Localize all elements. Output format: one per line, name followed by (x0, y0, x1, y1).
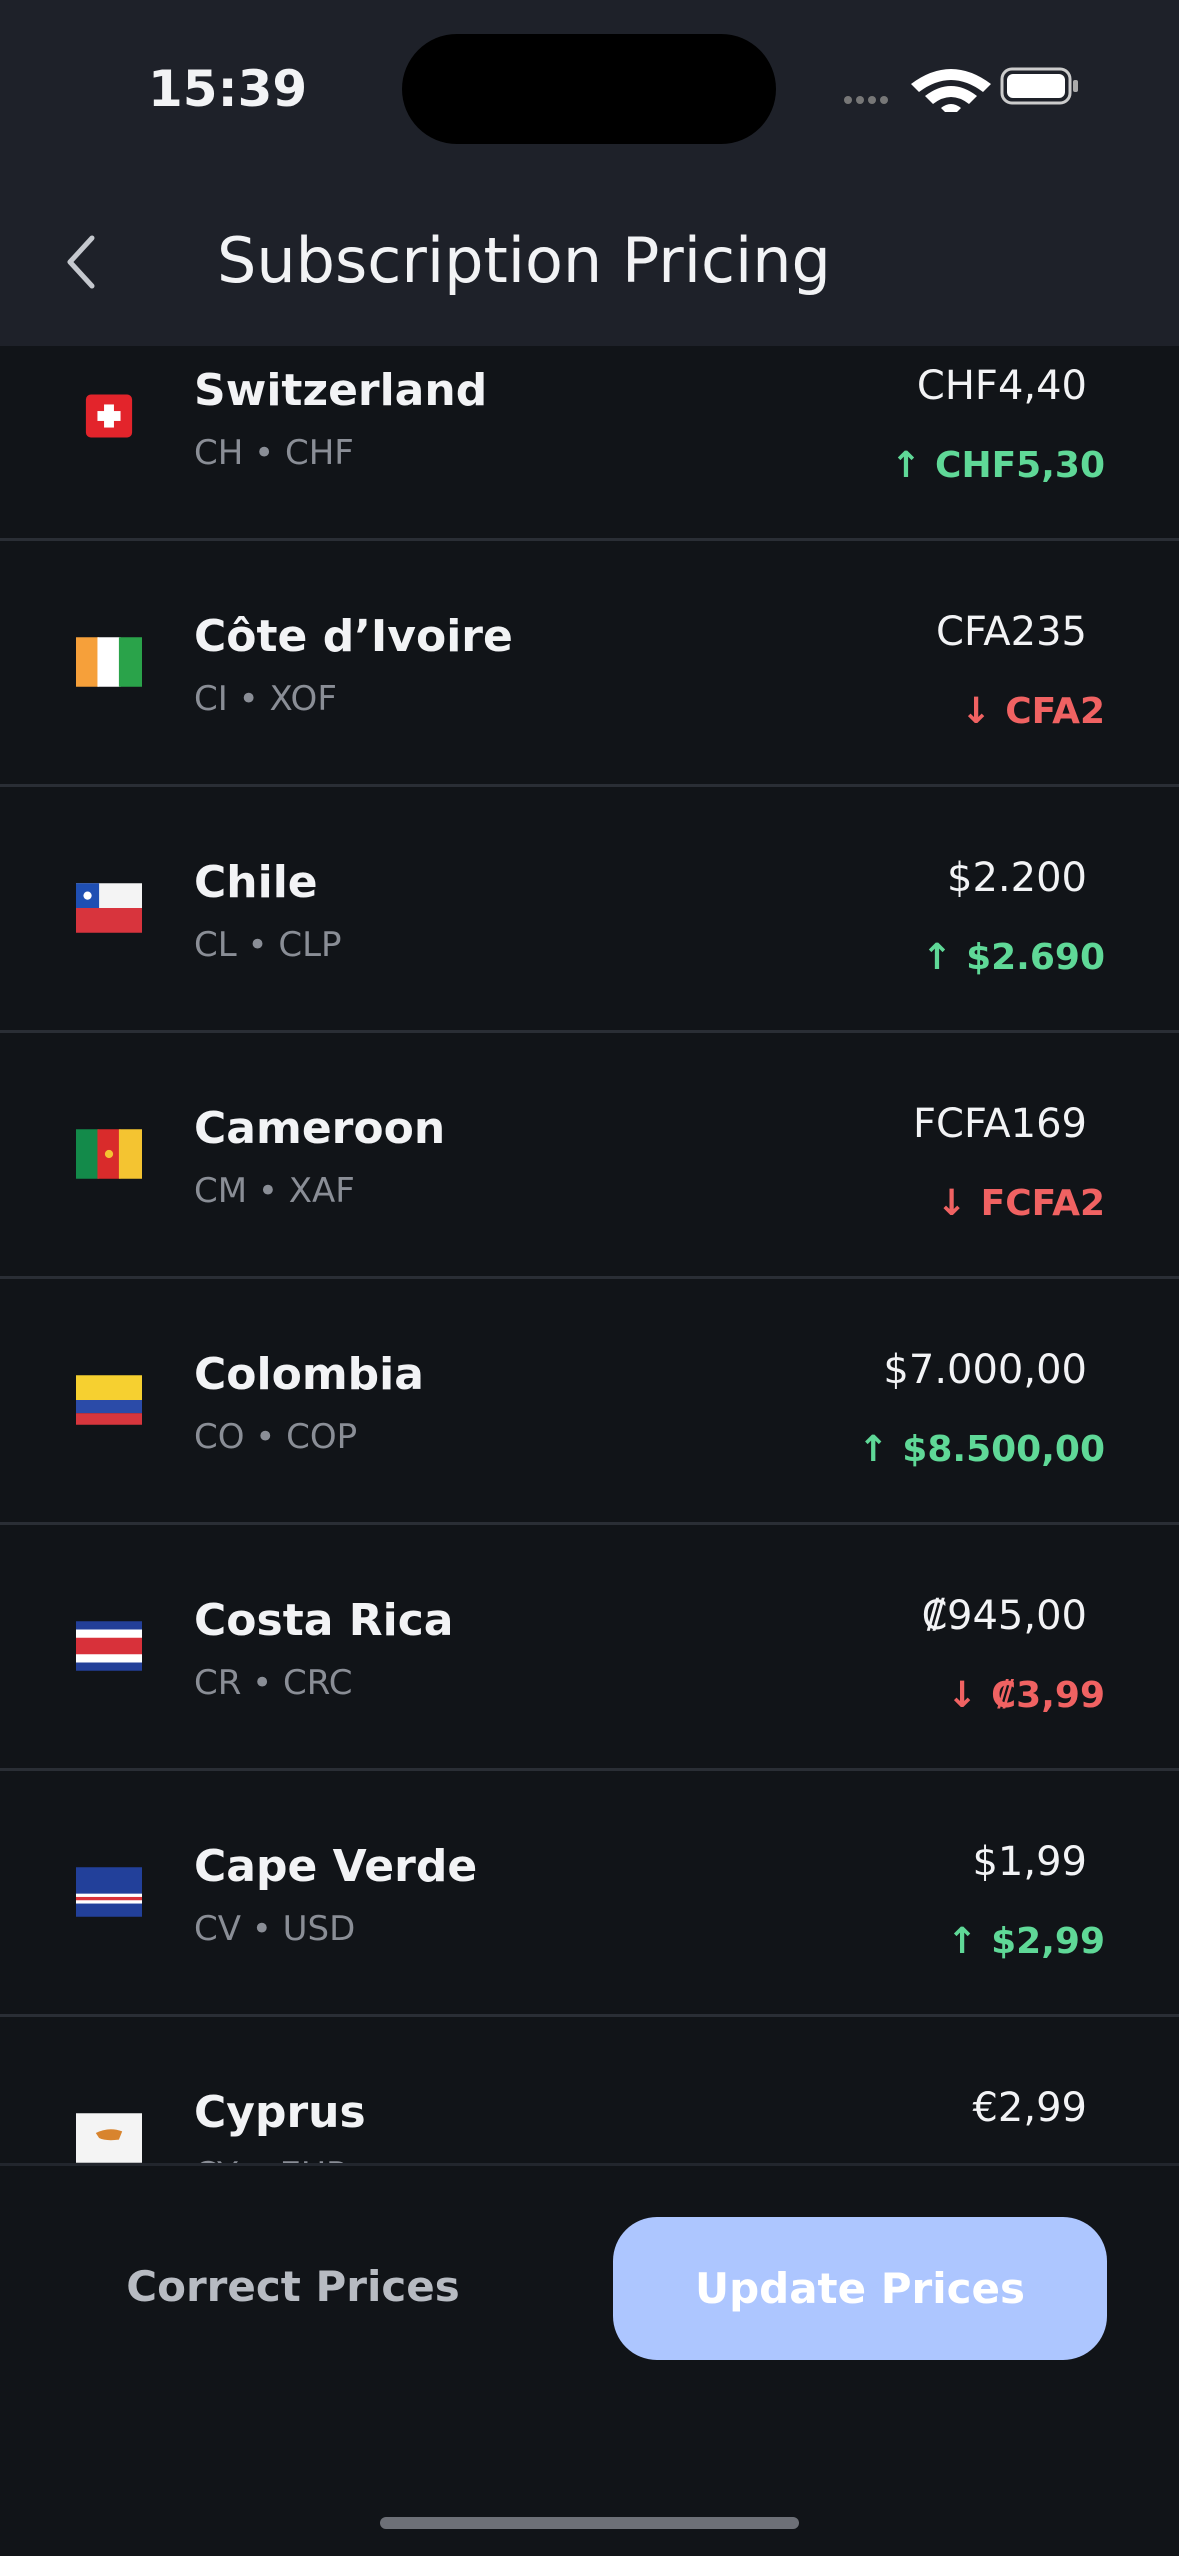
flag (85, 394, 133, 438)
country-code: CO • COP (194, 1417, 358, 1457)
status-time: 15:39 (148, 60, 308, 118)
country-code: CL • CLP (194, 925, 342, 965)
country-name: Colombia (194, 1349, 424, 1400)
trend-arrow: ↑ (921, 937, 953, 978)
trend-arrow: ↓ (936, 1183, 967, 1224)
page-title: Subscription Pricing (217, 224, 831, 297)
price-change: ↓ CFA2 (961, 691, 1105, 732)
new-price: CFA2 (1005, 691, 1105, 732)
new-price: $2.690 (966, 937, 1105, 978)
country-code: CI • XOF (194, 679, 337, 719)
flag (76, 1621, 142, 1671)
country-row[interactable]: Côte d’Ivoire CI • XOF CFA235 ↓ CFA2 (0, 541, 1179, 787)
price-change: ↑ $8.500,00 (858, 1429, 1105, 1470)
country-row[interactable]: Switzerland CH • CHF CHF4,40 ↑ CHF5,30 (0, 346, 1179, 541)
flag (76, 2113, 142, 2163)
current-price: ₡945,00 (921, 1593, 1087, 1639)
home-indicator (380, 2517, 799, 2529)
current-price: €2,99 (972, 2085, 1087, 2131)
trend-arrow: ↓ (961, 691, 992, 732)
trend-arrow: ↓ (946, 1675, 978, 1716)
current-price: CFA235 (936, 609, 1087, 655)
footer: Correct Prices Update Prices (0, 2163, 1179, 2556)
country-name: Cyprus (194, 2087, 366, 2138)
new-price: FCFA2 (980, 1183, 1105, 1224)
country-name: Cameroon (194, 1103, 446, 1154)
current-price: $1,99 (972, 1839, 1087, 1885)
price-change: ↓ FCFA2 (936, 1183, 1105, 1224)
current-price: CHF4,40 (916, 363, 1087, 409)
trend-arrow: ↑ (858, 1429, 889, 1470)
trend-arrow: ↑ (946, 1921, 978, 1962)
correct-prices-button[interactable]: Correct Prices (126, 2262, 460, 2311)
update-prices-button[interactable]: Update Prices (613, 2217, 1107, 2360)
country-row[interactable]: Cape Verde CV • USD $1,99 ↑ $2,99 (0, 1771, 1179, 2017)
new-price: $2,99 (991, 1921, 1105, 1962)
country-name: Chile (194, 857, 318, 908)
price-change: ↓ ₡3,99 (947, 1675, 1105, 1716)
country-name: Cape Verde (194, 1841, 478, 1892)
country-row[interactable]: Cameroon CM • XAF FCFA169 ↓ FCFA2 (0, 1033, 1179, 1279)
flag (76, 1129, 142, 1179)
country-row[interactable]: Cyprus CY • EUR €2,99 (0, 2017, 1179, 2163)
back-button[interactable] (62, 232, 102, 292)
current-price: $7.000,00 (883, 1347, 1087, 1393)
country-name: Costa Rica (194, 1595, 454, 1646)
flag (76, 637, 142, 687)
flag (76, 1375, 142, 1425)
country-row[interactable]: Colombia CO • COP $7.000,00 ↑ $8.500,00 (0, 1279, 1179, 1525)
dynamic-island (402, 34, 776, 144)
country-code: CH • CHF (194, 433, 354, 473)
country-name: Côte d’Ivoire (194, 611, 513, 662)
flag (76, 1867, 142, 1917)
header: 15:39 Subscription Pricing (0, 0, 1179, 346)
country-row[interactable]: Costa Rica CR • CRC ₡945,00 ↓ ₡3,99 (0, 1525, 1179, 1771)
current-price: FCFA169 (913, 1101, 1087, 1147)
country-code: CM • XAF (194, 1171, 355, 1211)
status-icons (844, 67, 1078, 112)
new-price: ₡3,99 (991, 1675, 1105, 1716)
country-list: Switzerland CH • CHF CHF4,40 ↑ CHF5,30 Côte d… (0, 346, 1179, 2163)
new-price: $8.500,00 (902, 1429, 1105, 1470)
country-name: Switzerland (194, 365, 488, 416)
new-price: CHF5,30 (935, 445, 1105, 486)
country-row[interactable]: Chile CL • CLP $2.200 ↑ $2.690 (0, 787, 1179, 1033)
country-code: CY • EUR (194, 2155, 350, 2163)
flag (76, 883, 142, 933)
trend-arrow: ↑ (890, 445, 922, 486)
country-code: CR • CRC (194, 1663, 353, 1703)
price-change: ↑ $2,99 (947, 1921, 1105, 1962)
price-change: ↑ CHF5,30 (891, 445, 1105, 486)
price-change: ↑ $2.690 (922, 937, 1105, 978)
current-price: $2.200 (947, 855, 1087, 901)
country-code: CV • USD (194, 1909, 356, 1949)
